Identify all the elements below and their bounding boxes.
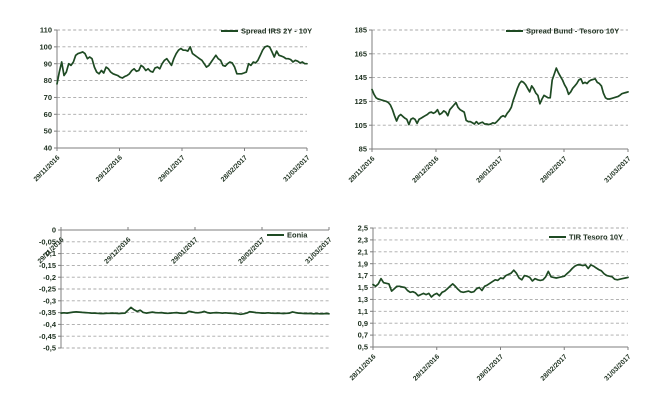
y-tick-label: 125 (354, 97, 367, 106)
legend-label: Spread IRS 2Y - 10Y (241, 27, 312, 36)
y-tick-label: 110 (40, 26, 52, 35)
y-tick-label: -0,25 (39, 285, 56, 294)
y-tick-label: 165 (354, 49, 367, 58)
y-tick-label: -0,05 (39, 237, 56, 246)
series-line-eonia (60, 306, 330, 316)
y-tick-label: 2,1 (358, 247, 368, 256)
y-tick-label: 0,9 (358, 319, 368, 328)
y-tick-label: 90 (44, 59, 52, 68)
y-tick-label: -0,5 (43, 344, 56, 353)
x-tick-label: 28/01/2017 (476, 353, 505, 382)
x-tick-label: 28/11/2016 (349, 353, 378, 382)
y-tick-label: -0,2 (43, 273, 56, 282)
chart-eonia: 0 -0,05 -0,1 -0,15 -0,2 -0,25 -0,3 -0,35 -0,4 -0,… (37, 226, 334, 353)
y-tick-label: -0,45 (39, 332, 56, 341)
y-tick-label: 1,3 (358, 295, 368, 304)
y-tick-label: 2,3 (358, 236, 368, 245)
y-tick-label: 1,7 (358, 271, 368, 280)
y-tick-label: 40 (44, 144, 52, 153)
x-tick-label: 28/02/2017 (540, 353, 569, 382)
x-tick-label: 29/01/2017 (157, 154, 186, 183)
y-tick-label: -0,1 (43, 249, 56, 258)
x-tick-label: 28/02/2017 (220, 154, 249, 183)
y-tick-label: -0,15 (39, 261, 56, 270)
y-tick-label: 100 (39, 42, 52, 51)
x-tick-label: 29/12/2016 (103, 236, 132, 265)
y-tick-label: 50 (44, 127, 52, 136)
y-tick-label: 1,1 (358, 307, 368, 316)
x-tick-label: 28/02/2017 (539, 155, 568, 184)
x-tick-label: 31/03/2017 (282, 154, 311, 183)
x-tick-label: 31/03/2017 (304, 236, 333, 265)
x-tick-label: 31/03/2017 (603, 155, 632, 184)
y-tick-label: 0,7 (358, 331, 368, 340)
y-tick-label: -0,3 (43, 296, 56, 305)
legend-label: Spread Bund - Tesoro 10Y (526, 27, 619, 36)
y-tick-label: 70 (44, 93, 52, 102)
y-tick-label: 60 (44, 110, 52, 119)
x-tick-label: 28/02/2017 (237, 236, 266, 265)
y-tick-label: -0,35 (39, 308, 56, 317)
x-tick-label: 28/01/2017 (475, 155, 504, 184)
y-tick-label: 85 (359, 145, 367, 154)
chart-tir-tesoro-10y: 2,5 2,3 2,1 1,9 1,7 1,5 1,3 1,1 0,9 0,7 0,528/11/2… (349, 224, 633, 383)
y-tick-label: 1,5 (358, 283, 368, 292)
series-line-spread-bund-tesoro-10y (371, 67, 629, 126)
y-tick-label: 105 (354, 121, 367, 130)
x-tick-label: 28/12/2016 (412, 353, 441, 382)
x-tick-label: 29/11/2016 (33, 154, 62, 183)
x-tick-label: 31/03/2017 (603, 353, 632, 382)
series-line-tir-tesoro-10y (372, 264, 629, 298)
y-tick-label: 2,5 (358, 224, 368, 233)
legend-label: Eonia (287, 231, 308, 240)
y-tick-label: 185 (354, 26, 367, 35)
x-tick-label: 28/12/2016 (411, 155, 440, 184)
legend-label: TIR Tesoro 10Y (569, 233, 623, 242)
y-tick-label: 1,9 (358, 259, 368, 268)
y-tick-label: 80 (44, 76, 52, 85)
x-tick-label: 29/01/2017 (170, 236, 199, 265)
y-tick-label: 0,5 (358, 343, 368, 352)
y-tick-label: 0 (52, 226, 56, 235)
x-tick-label: 29/12/2016 (95, 154, 124, 183)
y-tick-label: -0,4 (43, 320, 57, 329)
y-tick-label: 145 (354, 73, 367, 82)
x-tick-label: 28/11/2016 (348, 155, 377, 184)
series-line-spread-irs-2y-10y (56, 45, 308, 85)
